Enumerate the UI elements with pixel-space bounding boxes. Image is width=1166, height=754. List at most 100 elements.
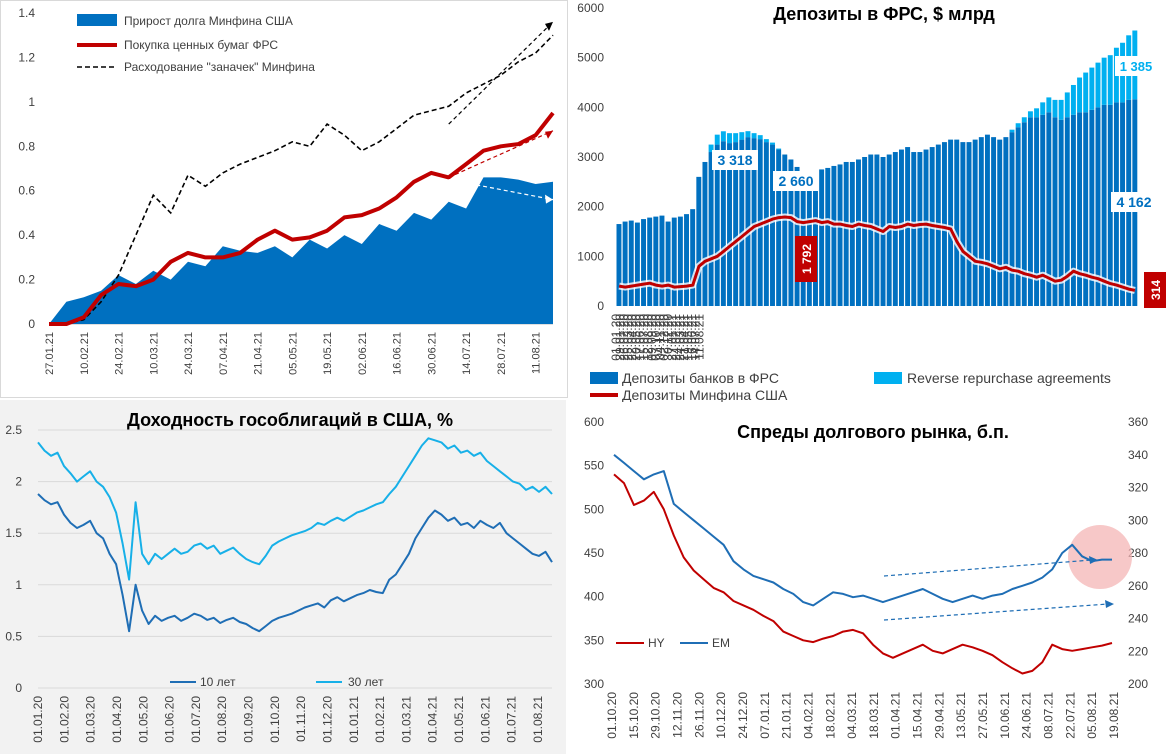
bar-bank-deposits bbox=[653, 216, 659, 306]
bar-bank-deposits bbox=[739, 139, 745, 306]
x-tick-label: 10.03.21 bbox=[148, 332, 160, 375]
trend-arrowhead-upper bbox=[1089, 556, 1098, 564]
x-tick-label: 01.03.20 bbox=[84, 696, 98, 743]
bar-bank-deposits bbox=[984, 134, 990, 306]
bar-bank-deposits bbox=[862, 157, 868, 306]
bar-bank-deposits bbox=[714, 144, 720, 306]
bar-reverse-repo bbox=[757, 135, 763, 140]
bar-reverse-repo bbox=[733, 133, 739, 143]
bar-bank-deposits bbox=[1040, 114, 1046, 307]
data-label-bank-last: 4 162 bbox=[1116, 194, 1151, 210]
x-tick-label: 01.08.21 bbox=[531, 696, 545, 743]
bar-reverse-repo bbox=[745, 131, 751, 138]
y-tick-label: 1.4 bbox=[18, 6, 35, 20]
bar-bank-deposits bbox=[1052, 117, 1058, 307]
y2-tick-label: 300 bbox=[1128, 513, 1148, 527]
x-tick-label: 01.05.20 bbox=[136, 696, 150, 743]
bar-bank-deposits bbox=[1027, 117, 1033, 307]
bar-reverse-repo bbox=[1034, 108, 1040, 118]
x-tick-label: 24.02.21 bbox=[114, 332, 126, 375]
x-tick-label: 15.07.20 bbox=[637, 314, 651, 361]
x-tick-label: 24.02.21 bbox=[669, 314, 683, 361]
data-label-repo-last: 1 385 bbox=[1120, 59, 1153, 74]
bar-reverse-repo bbox=[1095, 62, 1101, 108]
x-tick-label: 04.02.21 bbox=[801, 692, 815, 739]
bar-bank-deposits bbox=[960, 142, 966, 306]
bar-bank-deposits bbox=[616, 224, 622, 306]
area-debt-growth bbox=[49, 177, 553, 324]
x-tick-label: 29.01.20 bbox=[613, 314, 627, 361]
chart-title: Депозиты в ФРС, $ млрд bbox=[773, 4, 995, 24]
bar-reverse-repo bbox=[1101, 57, 1107, 105]
bar-reverse-repo bbox=[1027, 111, 1033, 118]
y2-tick-label: 260 bbox=[1128, 579, 1148, 593]
legend-label-repo: Reverse repurchase agreements bbox=[907, 370, 1111, 386]
bar-reverse-repo bbox=[1070, 84, 1076, 115]
y2-tick-label: 220 bbox=[1128, 644, 1148, 658]
x-tick-label: 01.11.20 bbox=[294, 696, 308, 742]
x-tick-label: 28.07.21 bbox=[496, 332, 508, 375]
x-tick-label: 01.10.20 bbox=[268, 696, 282, 743]
label-bg bbox=[712, 150, 758, 170]
legend-label-10y: 10 лет bbox=[200, 675, 236, 689]
x-tick-label: 26.11.20 bbox=[692, 692, 706, 738]
x-tick-label: 09.09.20 bbox=[645, 314, 659, 361]
bar-bank-deposits bbox=[843, 161, 849, 306]
x-tick-label: 01.08.20 bbox=[215, 696, 229, 743]
label-bg bbox=[1111, 192, 1157, 212]
y2-tick-label: 280 bbox=[1128, 546, 1148, 560]
x-tick-label: 12.11.20 bbox=[670, 692, 684, 738]
y-tick-label: 300 bbox=[584, 677, 604, 691]
legend-label-area: Прирост долга Минфина США bbox=[124, 14, 293, 28]
bar-bank-deposits bbox=[849, 161, 855, 306]
bar-reverse-repo bbox=[1009, 129, 1015, 133]
x-tick-label: 01.12.20 bbox=[320, 696, 334, 743]
y-tick-label: 1.2 bbox=[18, 50, 35, 64]
legend-label-red: Покупка ценных бумаг ФРС bbox=[124, 38, 278, 52]
bar-reverse-repo bbox=[1077, 77, 1083, 113]
y-tick-label: 4000 bbox=[577, 100, 604, 114]
y-tick-label: 0.5 bbox=[5, 629, 22, 643]
bar-bank-deposits bbox=[1064, 117, 1070, 307]
bar-bank-deposits bbox=[966, 142, 972, 306]
x-tick-label: 18.02.21 bbox=[823, 692, 837, 739]
x-tick-label: 30.12.20 bbox=[661, 314, 675, 361]
x-tick-label: 07.10.20 bbox=[649, 314, 663, 361]
bar-bank-deposits bbox=[628, 220, 634, 306]
bar-reverse-repo bbox=[1040, 102, 1046, 115]
y-tick-label: 3000 bbox=[577, 150, 604, 164]
legend-label-treasury: Депозиты Минфина США bbox=[622, 387, 788, 402]
bar-bank-deposits bbox=[819, 169, 825, 306]
y-tick-label: 350 bbox=[584, 633, 604, 647]
x-tick-label: 01.10.20 bbox=[605, 692, 619, 739]
legend-label-em: EM bbox=[712, 636, 730, 650]
bar-bank-deposits bbox=[751, 138, 757, 306]
bar-bank-deposits bbox=[972, 139, 978, 306]
x-tick-label: 10.12.20 bbox=[714, 692, 728, 739]
bar-reverse-repo bbox=[714, 134, 720, 145]
fed-deposits-panel: Депозиты в ФРС, $ млрд 0 1000 2000 3000 4000 5… bbox=[570, 0, 1166, 402]
bar-bank-deposits bbox=[665, 221, 671, 306]
y2-tick-label: 320 bbox=[1128, 481, 1148, 495]
y-tick-label: 0.4 bbox=[18, 228, 35, 242]
bar-bank-deposits bbox=[911, 152, 917, 306]
x-tick-label: 30.06.21 bbox=[426, 332, 438, 375]
bar-bank-deposits bbox=[770, 144, 775, 306]
trend-arrow-lower bbox=[883, 603, 1109, 621]
x-tick-label: 21.04.21 bbox=[677, 314, 691, 361]
legend-label-30y: 30 лет bbox=[348, 675, 384, 689]
x-tick-label: 24.03.21 bbox=[673, 314, 687, 361]
trend-arrowhead-red bbox=[545, 130, 553, 139]
bar-bank-deposits bbox=[825, 167, 831, 306]
y-tick-label: 0 bbox=[597, 299, 604, 313]
x-tick-label: 01.06.21 bbox=[478, 696, 492, 743]
trend-arrow-red bbox=[448, 130, 554, 178]
bar-bank-deposits bbox=[1015, 127, 1021, 306]
bar-bank-deposits bbox=[671, 217, 677, 306]
y-tick-label: 500 bbox=[584, 502, 604, 516]
x-tick-label: 01.02.20 bbox=[57, 696, 71, 743]
bar-reverse-repo bbox=[1052, 99, 1058, 118]
y2-tick-label: 340 bbox=[1128, 448, 1148, 462]
x-tick-label: 01.07.20 bbox=[189, 696, 203, 743]
bar-bank-deposits bbox=[856, 159, 861, 306]
